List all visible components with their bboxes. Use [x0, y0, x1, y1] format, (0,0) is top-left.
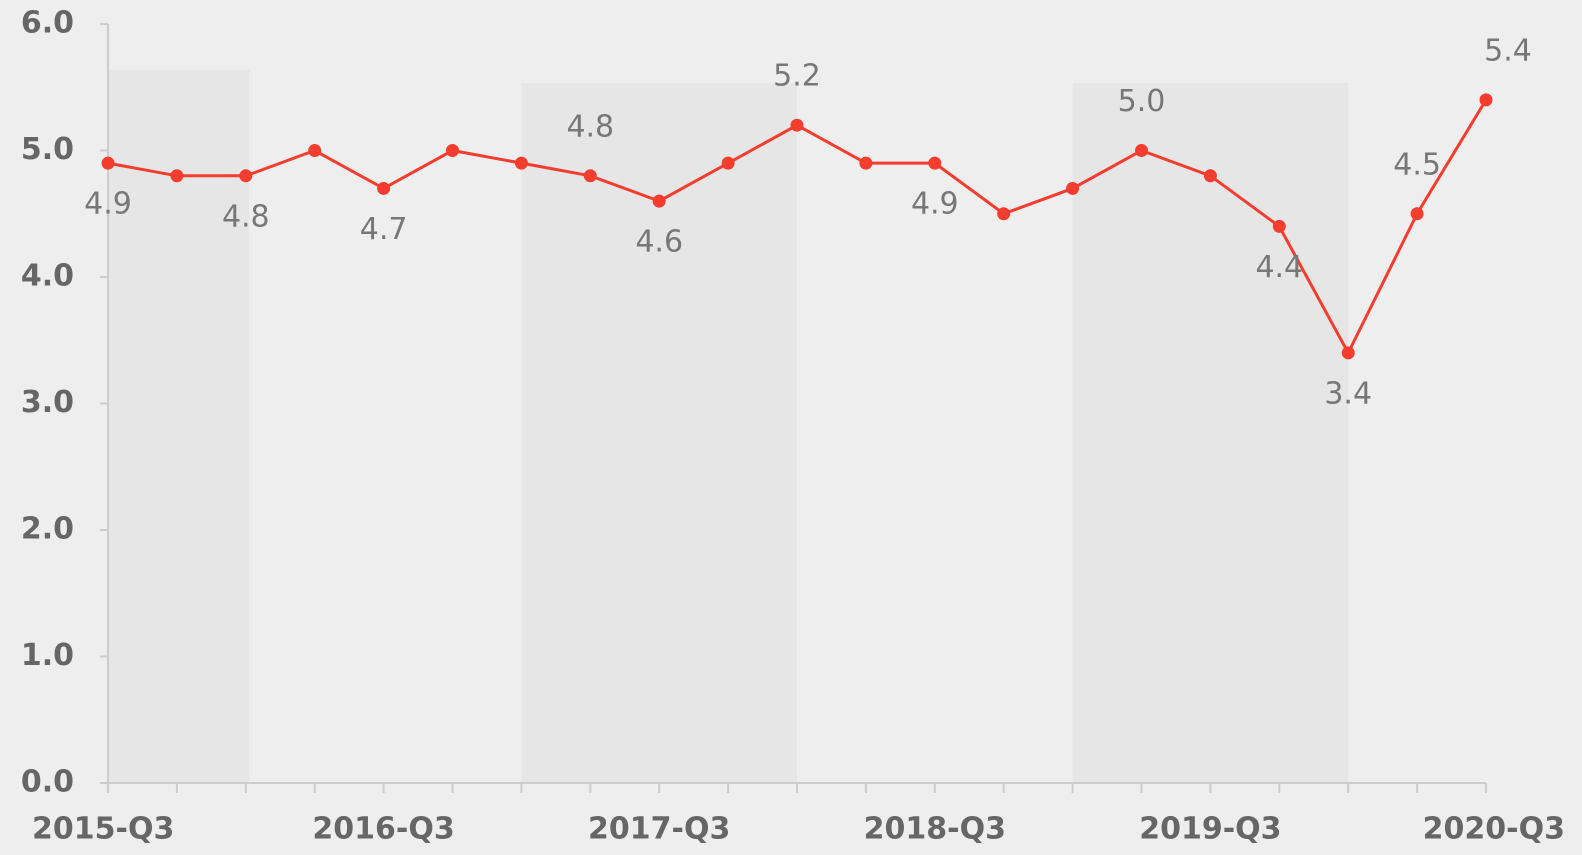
- point: [239, 169, 253, 183]
- point: [1410, 207, 1424, 221]
- data-label: 5.0: [1118, 84, 1166, 119]
- y-tick-label: 0.0: [21, 765, 74, 800]
- x-tick-label: 2018-Q3: [864, 812, 1006, 847]
- data-label: 4.4: [1255, 250, 1303, 285]
- point: [652, 194, 666, 208]
- point: [514, 156, 528, 170]
- point: [446, 144, 459, 157]
- point: [170, 169, 184, 183]
- data-label: 4.6: [635, 225, 683, 260]
- shade-band: [521, 83, 797, 783]
- x-tick-label: 2017-Q3: [588, 812, 730, 847]
- data-label: 4.8: [222, 199, 270, 234]
- point: [101, 156, 115, 170]
- x-tick-label: 2019-Q3: [1139, 812, 1281, 847]
- point: [377, 181, 391, 195]
- point: [928, 156, 942, 170]
- y-tick-label: 4.0: [21, 259, 74, 294]
- point: [1135, 144, 1148, 157]
- data-label: 4.7: [360, 212, 408, 247]
- data-label: 5.4: [1484, 33, 1532, 68]
- y-tick-label: 6.0: [21, 6, 74, 41]
- data-label: 4.9: [84, 187, 132, 222]
- point: [583, 169, 597, 183]
- point: [997, 207, 1011, 221]
- shade-band: [1072, 83, 1349, 783]
- x-tick-label: 2020-Q3: [1423, 812, 1565, 847]
- data-label: 4.8: [566, 109, 614, 144]
- point: [721, 156, 735, 170]
- data-label: 3.4: [1324, 376, 1372, 411]
- point: [859, 156, 873, 170]
- point: [1479, 93, 1493, 107]
- point: [1203, 169, 1217, 183]
- y-tick-label: 1.0: [21, 638, 74, 673]
- point: [1272, 219, 1286, 233]
- shade-band: [108, 70, 250, 783]
- data-label: 4.5: [1393, 147, 1441, 182]
- y-tick-label: 5.0: [21, 132, 74, 167]
- x-tick-label: 2016-Q3: [312, 812, 454, 847]
- point: [308, 144, 322, 157]
- x-tick-label: 2015-Q3: [32, 812, 174, 847]
- point: [1066, 181, 1080, 195]
- data-label: 4.9: [911, 187, 959, 222]
- point: [1341, 346, 1355, 360]
- y-tick-label: 3.0: [21, 385, 74, 420]
- data-label: 5.2: [773, 59, 821, 94]
- point: [790, 118, 804, 132]
- y-tick-label: 2.0: [21, 512, 74, 547]
